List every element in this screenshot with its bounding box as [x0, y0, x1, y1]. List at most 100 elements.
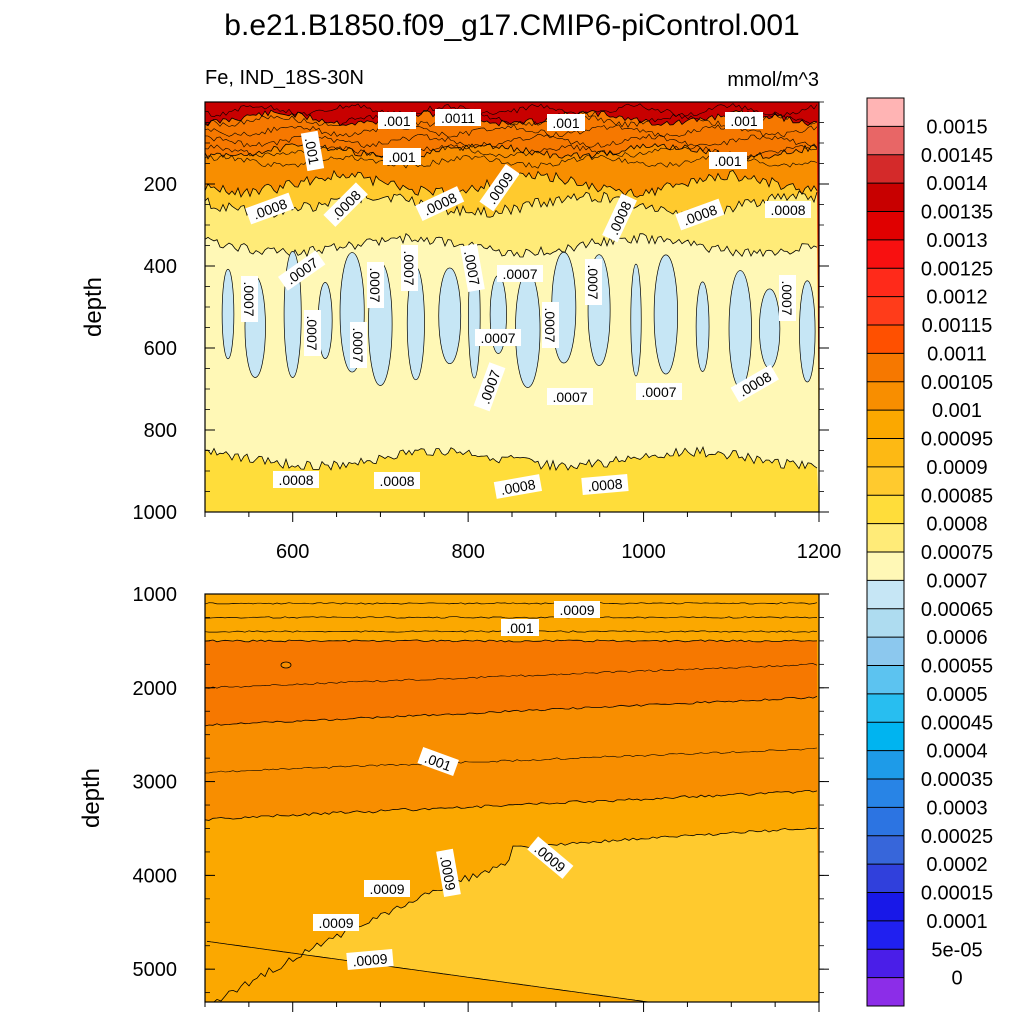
figure-title: b.e21.B1850.f09_g17.CMIP6-piControl.001: [224, 9, 799, 42]
y-tick-label: 4000: [133, 865, 178, 887]
upper-contour-cell: [438, 267, 462, 365]
contour-label-box: [460, 243, 485, 293]
contour-label-text: .0009: [559, 602, 594, 618]
x-tick-label: 600: [276, 541, 309, 563]
colorbar-tick-label: 0.0009: [926, 457, 987, 479]
colorbar-tick-label: 0.00115: [922, 315, 993, 337]
colorbar-tick-label: 0.00085: [921, 485, 993, 507]
contour-label-text: .0007: [480, 330, 515, 346]
colorbar-tick-label: 0.0004: [926, 741, 987, 763]
y-tick-label: 1000: [133, 502, 178, 524]
colorbar-swatch: [867, 552, 904, 581]
lower-panel: .0009.001.001.0009.0009.0009.0009.0009 1…: [78, 584, 829, 1012]
colorbar-swatch: [867, 779, 904, 808]
contour-label-text: .0007: [367, 267, 383, 302]
lower-contour-line: [205, 747, 818, 774]
colorbar-swatch: [867, 495, 904, 524]
contour-label-box: [241, 276, 258, 322]
contour-label: .0007: [401, 245, 418, 291]
upper-contour-labels: .001.0011.001.001.001.001.001.0009.0008.…: [241, 109, 811, 499]
colorbar-tick-label: 0: [951, 968, 962, 990]
contour-label-text: .0007: [542, 307, 558, 342]
contour-label-text: .001: [714, 153, 741, 169]
colorbar-tick-label: 0.0006: [926, 627, 987, 649]
colorbar-swatch: [867, 920, 904, 950]
colorbar-swatch: [867, 835, 904, 865]
colorbar-swatch: [867, 608, 904, 638]
contour-label: .0009: [346, 949, 394, 970]
colorbar-tick-label: 0.0011: [927, 343, 987, 365]
colorbar-tick-label: 0.0007: [926, 570, 987, 592]
contour-label-text: .0007: [304, 315, 320, 350]
contour-label-text: .001: [302, 136, 323, 166]
contour-label: .001: [709, 152, 747, 169]
contour-label: .001: [383, 148, 421, 165]
contour-label: .0008: [765, 201, 811, 218]
colorbar-swatch: [867, 98, 904, 127]
contour-label: .0008: [493, 474, 543, 499]
colorbar-swatch: [867, 466, 904, 496]
lower-y-axis: 1000 2000 3000 4000 5000: [133, 584, 829, 994]
contour-label-box: [313, 914, 359, 931]
colorbar-tick-label: 0.0002: [926, 854, 987, 876]
contour-label-box: [547, 114, 585, 131]
contour-label-box: [245, 192, 295, 225]
contour-label-box: [730, 364, 779, 403]
colorbar-tick-label: 0.00075: [921, 542, 993, 564]
colorbar-tick-label: 0.0013: [926, 230, 987, 252]
contour-label: .001: [300, 130, 325, 172]
colorbar-tick-label: 0.0012: [926, 287, 987, 309]
contour-label-text: .0007: [585, 264, 601, 299]
contour-label-box: [473, 362, 506, 412]
colorbar-tick-label: 0.00105: [921, 372, 993, 394]
colorbar-swatch: [867, 154, 904, 184]
units-label: mmol/m^3: [727, 69, 819, 91]
contour-label-box: [435, 109, 481, 126]
contour-label-text: .001: [506, 620, 533, 636]
contour-label: .0009: [313, 914, 359, 931]
contour-label-box: [501, 619, 539, 636]
contour-label-box: [436, 848, 461, 898]
contour-label-box: [493, 474, 543, 499]
y-tick-label: 800: [144, 420, 177, 442]
contour-label: .0007: [367, 262, 384, 308]
contour-label-text: .0007: [350, 327, 366, 362]
colorbar-swatch: [867, 977, 904, 1007]
contour-label-box: [401, 245, 418, 291]
y-tick-label: 5000: [133, 959, 178, 981]
contour-label: .0007: [542, 302, 559, 348]
y-tick-label: 3000: [133, 772, 178, 794]
contour-label-text: .0008: [499, 476, 536, 498]
upper-y-axis-label: depth: [80, 277, 107, 337]
y-tick-label: 2000: [133, 678, 178, 700]
colorbar-tick-label: 0.00025: [921, 826, 993, 848]
y-tick-label: 1000: [133, 584, 178, 606]
colorbar-tick-label: 0.0015: [926, 116, 987, 138]
colorbar-tick-label: 0.00145: [921, 145, 993, 167]
contour-label: .001: [547, 114, 585, 131]
colorbar-tick-label: 0.00045: [921, 712, 993, 734]
contour-label-text: .0011: [441, 110, 475, 126]
colorbar-tick-label: 0.00135: [921, 202, 993, 224]
contour-label-text: .0009: [369, 881, 404, 897]
colorbar-swatch: [867, 353, 904, 383]
colorbar-swatch: [867, 807, 904, 837]
y-tick-label: 600: [144, 338, 177, 360]
colorbar-swatch: [867, 892, 904, 922]
colorbar-swatch: [867, 268, 904, 297]
colorbar-swatch: [867, 211, 904, 241]
contour-label: .001: [378, 112, 416, 129]
lower-contour-cell: [280, 661, 292, 669]
contour-label-box: [554, 601, 600, 618]
colorbar-swatch: [867, 183, 904, 212]
upper-contour-cell: [695, 281, 710, 372]
contour-label-text: .0008: [587, 475, 624, 494]
lower-contour-line: [205, 602, 818, 605]
contour-label: .001: [725, 112, 763, 129]
colorbar-tick-label: 0.0014: [926, 173, 987, 195]
contour-label-text: .001: [383, 113, 410, 129]
upper-contour-line: [205, 233, 818, 258]
contour-label-box: [374, 472, 420, 489]
lower-contour-line: [205, 639, 818, 643]
